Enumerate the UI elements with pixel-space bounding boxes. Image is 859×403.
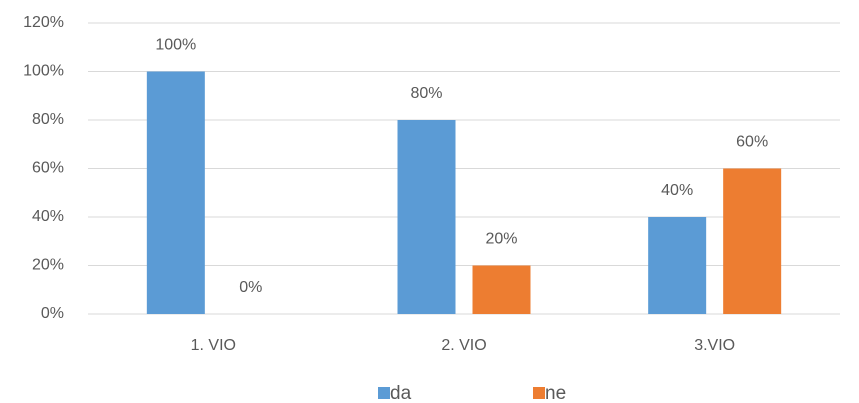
- y-tick-label: 100%: [23, 63, 64, 80]
- x-tick-label: 1. VIO: [191, 337, 236, 354]
- y-tick-label: 0%: [41, 305, 64, 322]
- legend-swatch: [533, 387, 545, 399]
- data-label: 0%: [239, 279, 262, 296]
- y-tick-label: 20%: [32, 257, 64, 274]
- y-tick-label: 40%: [32, 208, 64, 225]
- legend-swatch: [378, 387, 390, 399]
- y-tick-label: 120%: [23, 14, 64, 31]
- bar: [723, 168, 782, 314]
- data-label: 20%: [485, 231, 517, 248]
- legend-label: ne: [545, 383, 566, 403]
- x-tick-label: 2. VIO: [441, 337, 486, 354]
- data-label: 60%: [736, 134, 768, 151]
- bar: [146, 71, 205, 314]
- bar: [472, 265, 531, 314]
- data-label: 100%: [155, 37, 196, 54]
- x-tick-label: 3.VIO: [694, 337, 735, 354]
- y-tick-label: 80%: [32, 111, 64, 128]
- data-label: 40%: [661, 182, 693, 199]
- bar: [397, 120, 456, 314]
- legend-label: da: [390, 383, 412, 403]
- y-tick-label: 60%: [32, 160, 64, 177]
- bar: [648, 217, 707, 314]
- data-label: 80%: [410, 85, 442, 102]
